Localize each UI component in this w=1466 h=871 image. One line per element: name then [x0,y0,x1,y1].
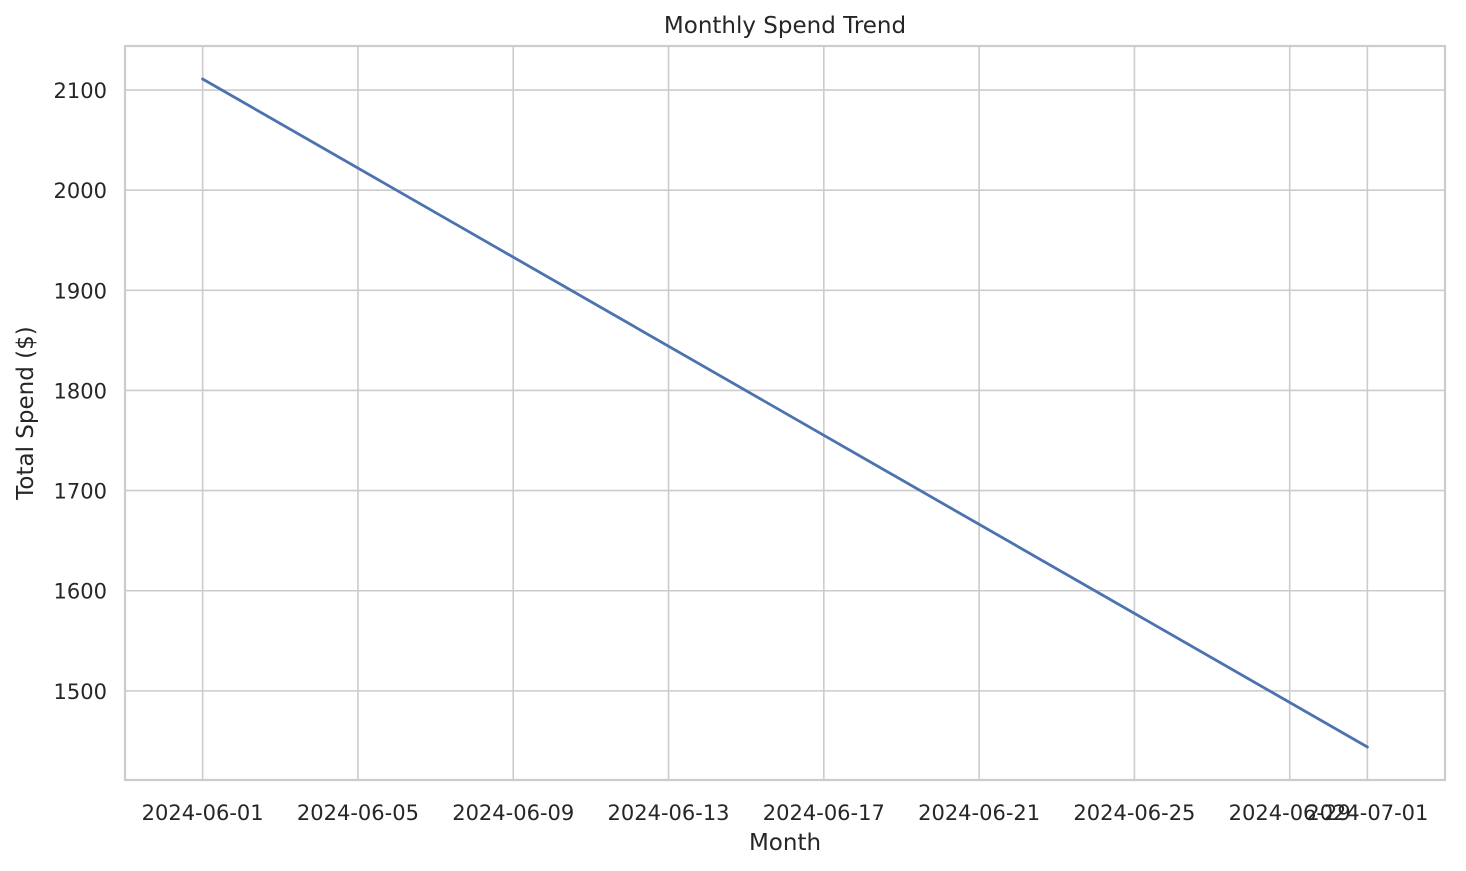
y-tick-label: 2100 [54,79,107,103]
chart-title: Monthly Spend Trend [664,13,906,39]
series-layer [201,77,1369,749]
x-tick-label: 2024-06-05 [297,801,419,825]
x-tick-label: 2024-07-01 [1306,801,1428,825]
y-tick-label: 1900 [54,279,107,303]
x-tick-label: 2024-06-21 [918,801,1040,825]
x-tick-label: 2024-06-01 [142,801,264,825]
y-tick-label: 1700 [54,480,107,504]
y-axis-label: Total Spend ($) [13,326,39,500]
x-tick-label: 2024-06-13 [608,801,730,825]
y-tick-label: 1500 [54,680,107,704]
y-tick-labels: 1500 1600 1700 1800 1900 2000 2100 [54,79,107,704]
x-tick-label: 2024-06-17 [763,801,885,825]
x-tick-label: 2024-06-25 [1073,801,1195,825]
y-tick-label: 1800 [54,379,107,403]
x-axis-label: Month [749,830,821,856]
series-line-0 [201,77,1369,749]
grid [125,46,1445,780]
x-tick-label: 2024-06-29 [1229,801,1351,825]
y-tick-label: 1600 [54,580,107,604]
x-tick-label: 2024-06-09 [452,801,574,825]
y-tick-label: 2000 [54,179,107,203]
plot-frame [123,44,1447,782]
x-tick-labels: 2024-06-01 2024-06-05 2024-06-09 2024-06-13… [142,801,1429,825]
